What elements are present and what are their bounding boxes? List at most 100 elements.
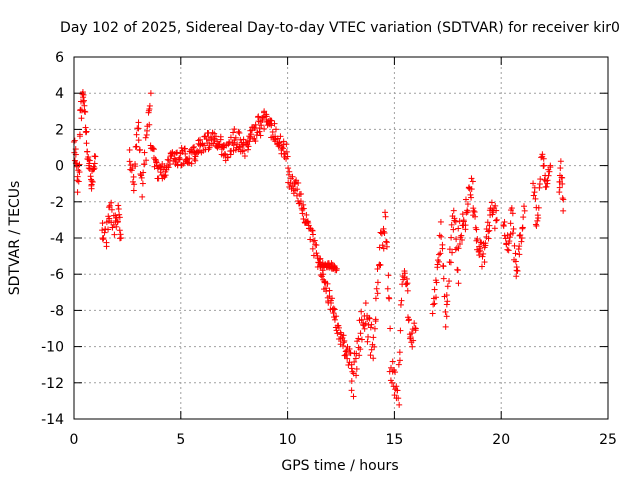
data-point [453, 236, 460, 243]
data-point [504, 246, 511, 253]
data-point [139, 193, 146, 200]
data-point [443, 313, 450, 320]
data-point [76, 161, 83, 168]
data-point [403, 281, 410, 288]
data-point [307, 236, 314, 243]
data-point [178, 144, 185, 151]
data-point [372, 295, 379, 302]
data-point [224, 154, 231, 161]
data-point [456, 241, 463, 248]
data-point [389, 379, 396, 386]
data-point [231, 126, 238, 133]
data-point [143, 157, 150, 164]
y-tick-label: 6 [55, 50, 64, 66]
data-point [127, 162, 134, 169]
data-point [294, 186, 301, 193]
data-point [319, 267, 326, 274]
data-point [404, 287, 411, 294]
data-point [340, 332, 347, 339]
data-point [436, 251, 443, 258]
data-point [520, 214, 527, 221]
data-point [535, 215, 542, 222]
data-point [103, 239, 110, 246]
data-point [391, 392, 398, 399]
data-point [382, 209, 389, 216]
data-point [476, 252, 483, 259]
data-point [353, 372, 360, 379]
data-point [365, 333, 372, 340]
data-point [114, 218, 121, 225]
data-point [133, 143, 140, 150]
data-point [432, 294, 439, 301]
data-point [377, 261, 384, 268]
y-tick-label: 2 [55, 122, 64, 138]
data-point [340, 339, 347, 346]
data-point [81, 108, 88, 115]
data-point [429, 310, 436, 317]
data-point [371, 325, 378, 332]
data-point [329, 295, 336, 302]
data-point [303, 218, 310, 225]
data-point [505, 247, 512, 254]
data-point [517, 232, 524, 239]
data-point [146, 121, 153, 128]
data-point [277, 133, 284, 140]
data-point [309, 245, 316, 252]
data-point [133, 131, 140, 138]
data-point [130, 173, 137, 180]
grid-lines [74, 57, 608, 419]
data-point [455, 280, 462, 287]
data-point [381, 230, 388, 237]
y-tick-label: -10 [41, 340, 64, 356]
x-tick-labels: 0 5 10 15 20 25 [70, 432, 617, 448]
data-point [559, 174, 566, 181]
data-point [373, 285, 380, 292]
data-point [150, 146, 157, 153]
data-point [455, 245, 462, 252]
data-point [357, 330, 364, 337]
data-point [335, 324, 342, 331]
data-point [280, 145, 287, 152]
data-point [117, 235, 124, 241]
data-point [492, 202, 499, 209]
data-point [411, 320, 418, 327]
data-point [147, 90, 154, 97]
data-point [202, 133, 209, 140]
data-point [491, 225, 498, 232]
data-point [433, 279, 440, 286]
data-point [370, 334, 377, 341]
data-point [396, 401, 403, 408]
y-tick-label: -12 [41, 376, 64, 392]
data-point [182, 150, 189, 157]
data-point [230, 139, 237, 146]
data-point [146, 102, 153, 109]
x-tick-label: 25 [599, 432, 617, 448]
data-point [116, 227, 123, 234]
data-point [557, 158, 564, 165]
data-point [83, 140, 90, 147]
data-point [450, 226, 457, 233]
data-point [126, 158, 133, 165]
data-point [449, 249, 456, 256]
data-point [126, 146, 133, 153]
data-point [386, 295, 393, 302]
data-point [235, 128, 242, 135]
y-tick-label: -6 [50, 267, 64, 283]
data-point [530, 180, 537, 187]
data-point [364, 338, 371, 345]
data-point [295, 179, 302, 186]
data-point [263, 113, 270, 120]
data-point [376, 244, 383, 251]
data-point [205, 146, 212, 153]
data-point [470, 207, 477, 214]
data-point [106, 202, 113, 209]
data-point [268, 117, 275, 124]
data-point [559, 180, 566, 187]
data-point [502, 235, 509, 242]
data-point [513, 273, 520, 280]
data-point [131, 181, 138, 188]
data-point [380, 245, 387, 252]
data-point [324, 280, 331, 287]
data-point [257, 132, 264, 139]
data-point [396, 357, 403, 364]
